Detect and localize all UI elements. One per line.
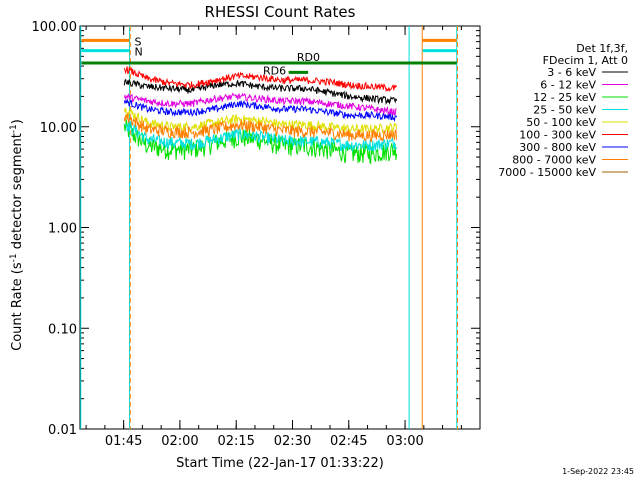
x-tick-label-4: 02:45 <box>330 434 367 449</box>
x-tick-label-5: 03:00 <box>386 434 423 449</box>
chart-title: RHESSI Count Rates <box>205 3 356 21</box>
legend-label-6: 300 - 800 keV <box>519 141 596 154</box>
footer-date: 1-Sep-2022 23:45 <box>562 467 634 476</box>
legend-label-7: 800 - 7000 keV <box>512 154 596 167</box>
series-300-800keV <box>123 99 398 123</box>
attenuator-label-RD6: RD6 <box>263 64 286 77</box>
series-layer <box>123 66 398 165</box>
legend-label-3: 25 - 50 keV <box>533 104 596 117</box>
series-100-300keV <box>123 66 398 93</box>
legend-label-1: 6 - 12 keV <box>540 79 596 92</box>
series-3-6keV <box>123 78 398 106</box>
y-tick-label-2: 1.00 <box>48 222 77 237</box>
series-800-7000keV <box>123 112 398 143</box>
y-tick-label-3: 10.00 <box>40 121 77 136</box>
legend-header-line-1: Det 1f,3f, <box>576 42 628 55</box>
legend-label-0: 3 - 6 keV <box>547 66 596 79</box>
legend-label-4: 50 - 100 keV <box>526 116 596 129</box>
x-tick-label-3: 02:30 <box>274 434 311 449</box>
axis-ticks: 0.01 0.10 1.00 10.00 100.00 01:45 02:00 02:15 02… <box>32 20 480 449</box>
series-6-12keV <box>123 92 397 116</box>
legend-label-8: 7000 - 15000 keV <box>498 166 596 179</box>
series-50-100keV <box>123 107 398 135</box>
series-25-50keV <box>124 120 398 152</box>
y-axis-label: Count Rate (s-1 detector segment-1) <box>9 119 25 351</box>
attenuator-label-RD0: RD0 <box>297 51 320 64</box>
marker-label-S: S <box>135 35 142 48</box>
legend-label-2: 12 - 25 keV <box>533 91 596 104</box>
y-tick-label-1: 0.10 <box>48 322 77 337</box>
time-markers: SN <box>80 26 458 429</box>
legend-label-5: 100 - 300 keV <box>519 129 596 142</box>
x-tick-label-0: 01:45 <box>105 434 142 449</box>
y-tick-label-4: 100.00 <box>32 20 78 35</box>
x-tick-label-1: 02:00 <box>161 434 198 449</box>
annotations: RD6 RD0 <box>81 51 457 77</box>
x-axis-label: Start Time (22-Jan-17 01:33:22) <box>176 456 384 471</box>
legend-header-line-2: FDecim 1, Att 0 <box>543 54 628 67</box>
marker-label-N: N <box>135 46 143 59</box>
y-tick-label-0: 0.01 <box>48 423 77 438</box>
x-tick-label-2: 02:15 <box>217 434 254 449</box>
